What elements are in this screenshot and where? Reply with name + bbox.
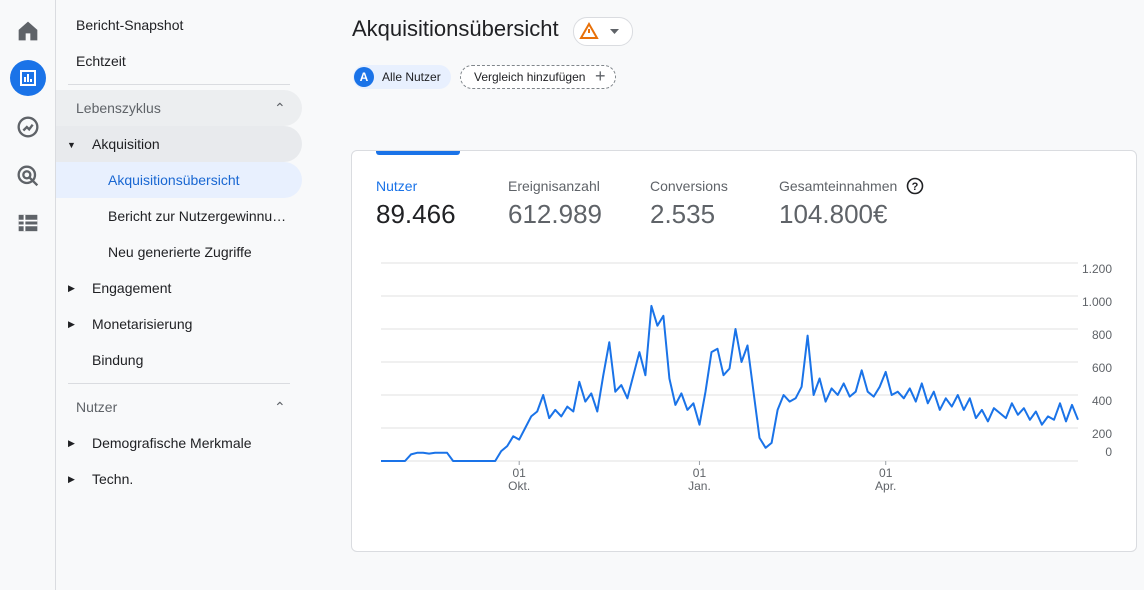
active-bg [56, 162, 302, 198]
metric-value: 104.800€ [779, 199, 888, 229]
icon-rail [0, 0, 56, 590]
y-tick-label: 600 [1092, 361, 1112, 375]
y-tick-label: 400 [1092, 394, 1112, 408]
nav-panel: Bericht-Snapshot Echtzeit Lebenszyklus ⌃… [56, 0, 306, 590]
explore-icon[interactable] [14, 113, 42, 141]
y-tick-label: 1.000 [1082, 295, 1112, 309]
section-bg [56, 90, 302, 126]
x-tick-label: 01 Jan. [688, 466, 711, 493]
segment-label: Alle Nutzer [382, 70, 441, 84]
section-title[interactable]: Lebenszyklus [76, 100, 161, 116]
divider [68, 84, 290, 85]
nav-item[interactable]: Akquisition [92, 136, 160, 152]
page-title: Akquisitionsübersicht [352, 16, 559, 41]
advertising-icon[interactable] [14, 162, 42, 190]
list-icon[interactable] [14, 209, 42, 237]
expand-icon[interactable]: ▼ [67, 140, 76, 150]
metric-label[interactable]: Nutzer [376, 178, 418, 194]
help-icon[interactable]: ? [906, 177, 924, 195]
data-line [381, 304, 1079, 462]
compare-button[interactable]: Vergleich hinzufügen + [460, 65, 616, 89]
expand-icon[interactable]: ▶ [68, 474, 75, 484]
reports-icon[interactable] [10, 60, 46, 96]
tab-indicator [376, 151, 460, 155]
x-tick-label: 01 Okt. [508, 466, 531, 493]
nav-item[interactable]: Bericht-Snapshot [76, 17, 184, 33]
nav-item[interactable]: Monetarisierung [92, 316, 193, 332]
y-tick-label: 800 [1092, 328, 1112, 342]
nav-item[interactable]: Bericht zur Nutzergewinnu… [108, 208, 287, 224]
metric-value: 612.989 [508, 199, 602, 229]
section-title[interactable]: Nutzer [76, 399, 118, 415]
y-tick-label: 1.200 [1082, 262, 1112, 276]
divider [68, 383, 290, 384]
plus-icon: + [595, 66, 606, 86]
nav-item[interactable]: Bindung [92, 352, 144, 368]
expand-icon[interactable]: ▶ [68, 438, 75, 448]
nav-item[interactable]: Engagement [92, 280, 172, 296]
nav-item-active[interactable]: Akquisitionsübersicht [108, 172, 240, 188]
expand-icon[interactable]: ▶ [68, 319, 75, 329]
nav-item[interactable]: Demografische Merkmale [92, 435, 252, 451]
nav-item[interactable]: Neu generierte Zugriffe [108, 244, 252, 260]
nav-item[interactable]: Echtzeit [76, 53, 126, 69]
segment-badge: A [354, 67, 374, 87]
card: Nutzer 89.466 Ereignisanzahl 612.989 Con… [351, 150, 1137, 552]
metric-value: 2.535 [650, 199, 716, 229]
nav-item[interactable]: Techn. [92, 471, 134, 487]
item-bg [56, 126, 302, 162]
x-tick-label: 01 Apr. [875, 466, 897, 493]
y-tick-label: 200 [1092, 427, 1112, 441]
metric-label[interactable]: Ereignisanzahl [508, 178, 600, 194]
metric-label[interactable]: Conversions [650, 178, 728, 194]
home-icon[interactable] [14, 17, 42, 45]
compare-label: Vergleich hinzufügen [474, 70, 586, 84]
metric-value: 89.466 [376, 199, 456, 229]
collapse-icon[interactable]: ⌃ [274, 399, 286, 415]
expand-icon[interactable]: ▶ [68, 283, 75, 293]
title-dropdown[interactable] [573, 17, 633, 46]
segment-chip[interactable]: A Alle Nutzer [353, 65, 451, 89]
metric-label[interactable]: Gesamteinnahmen [779, 178, 898, 194]
collapse-icon[interactable]: ⌃ [274, 100, 286, 116]
y-tick-label: 0 [1105, 445, 1112, 459]
svg-text:?: ? [912, 181, 919, 193]
